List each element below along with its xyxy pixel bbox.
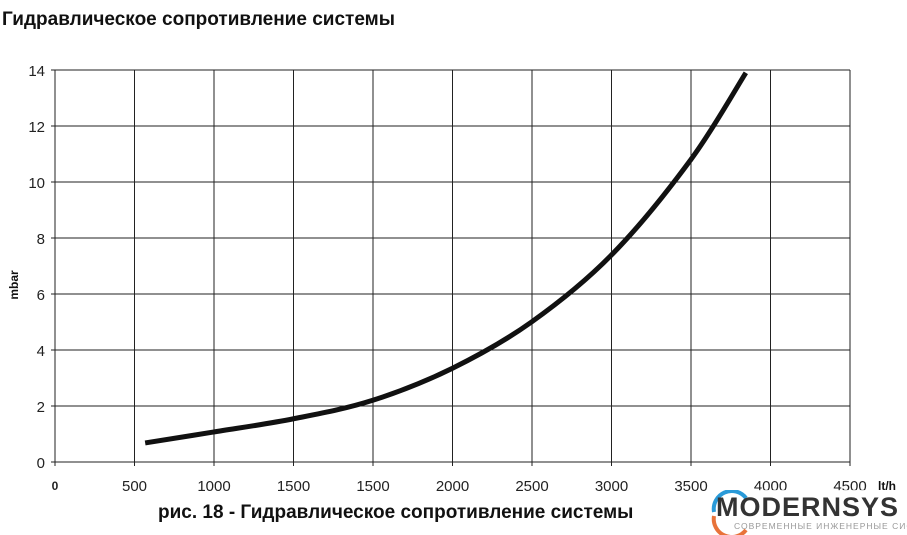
x-tick-label: 3500 [674,478,707,495]
y-tick-label: 14 [28,63,45,80]
resistance-curve [144,71,748,446]
chart-title: Гидравлическое сопротивление системы [2,9,395,30]
figure-caption: рис. 18 - Гидравлическое сопротивление с… [158,502,634,523]
y-tick-label: 4 [37,343,45,360]
x-tick-label: 1500 [277,478,310,495]
y-tick-label: 10 [28,175,45,192]
x-tick-label: 2500 [515,478,548,495]
logo-tagline: СОВРЕМЕННЫЕ ИНЖЕНЕРНЫЕ СИСТЕМЫ [734,521,907,531]
y-axis-label: mbar [7,270,21,300]
logo-text: MODERNSYS [716,492,900,522]
x-tick-label: 3000 [595,478,628,495]
y-tick-label: 6 [37,287,45,304]
x-tick-label: 1500 [356,478,389,495]
modernsys-logo: MODERNSYS СОВРЕМЕННЫЕ ИНЖЕНЕРНЫЕ СИСТЕМЫ [706,490,907,535]
x-tick-label: 0 [52,479,59,493]
y-tick-label: 8 [37,231,45,248]
x-tick-label: 1000 [197,478,230,495]
x-tick-label: 2000 [436,478,469,495]
y-tick-label: 2 [37,399,45,416]
x-tick-label: 500 [122,478,147,495]
x-axis-label: lt/h [878,479,896,493]
logo-ring-icon [711,490,748,535]
y-tick-label: 0 [37,455,45,472]
y-tick-label: 12 [28,119,45,136]
